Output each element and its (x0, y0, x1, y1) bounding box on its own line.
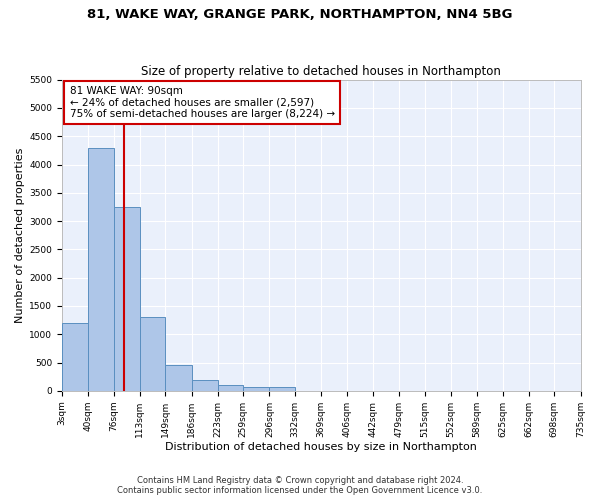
Bar (269, 387, 295, 391)
Title: Size of property relative to detached houses in Northampton: Size of property relative to detached ho… (141, 66, 501, 78)
Bar (243, 387, 269, 391)
Bar (62, 323, 88, 391)
Bar (88, 148, 113, 391)
Text: 81, WAKE WAY, GRANGE PARK, NORTHAMPTON, NN4 5BG: 81, WAKE WAY, GRANGE PARK, NORTHAMPTON, … (87, 8, 513, 20)
Bar (140, 318, 166, 391)
Bar (166, 366, 191, 391)
Text: 81 WAKE WAY: 90sqm
← 24% of detached houses are smaller (2,597)
75% of semi-deta: 81 WAKE WAY: 90sqm ← 24% of detached hou… (70, 86, 335, 119)
Y-axis label: Number of detached properties: Number of detached properties (15, 148, 25, 323)
Text: Contains HM Land Registry data © Crown copyright and database right 2024.
Contai: Contains HM Land Registry data © Crown c… (118, 476, 482, 495)
Bar (113, 207, 140, 391)
Bar (191, 380, 218, 391)
Bar (218, 385, 243, 391)
X-axis label: Distribution of detached houses by size in Northampton: Distribution of detached houses by size … (165, 442, 477, 452)
